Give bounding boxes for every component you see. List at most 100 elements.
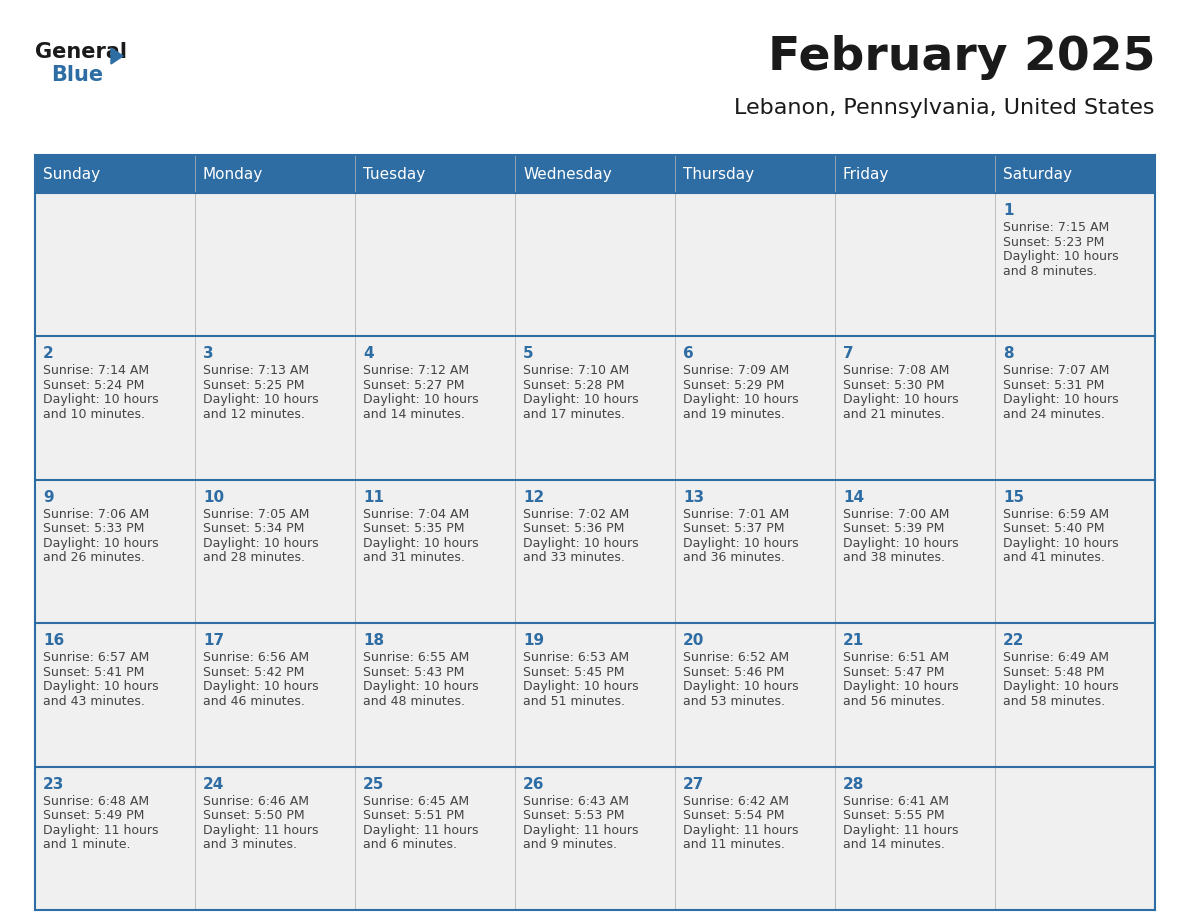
Text: Sunrise: 6:42 AM: Sunrise: 6:42 AM (683, 795, 789, 808)
Text: Daylight: 10 hours: Daylight: 10 hours (1003, 537, 1119, 550)
Bar (355, 767, 516, 910)
Bar (34, 336, 195, 480)
Text: 10: 10 (203, 490, 225, 505)
Bar (835, 193, 996, 336)
Text: Sunrise: 7:12 AM: Sunrise: 7:12 AM (364, 364, 469, 377)
Bar (996, 193, 1155, 336)
Text: 4: 4 (364, 346, 373, 362)
Text: Sunset: 5:35 PM: Sunset: 5:35 PM (364, 522, 465, 535)
Bar (675, 623, 835, 767)
Text: Daylight: 10 hours: Daylight: 10 hours (43, 537, 159, 550)
Text: Sunset: 5:37 PM: Sunset: 5:37 PM (683, 522, 784, 535)
Bar (195, 767, 355, 910)
Bar (516, 155, 675, 193)
Text: 24: 24 (203, 777, 225, 791)
Text: Daylight: 11 hours: Daylight: 11 hours (683, 823, 798, 836)
Text: Sunrise: 6:57 AM: Sunrise: 6:57 AM (43, 651, 150, 665)
Text: Daylight: 10 hours: Daylight: 10 hours (203, 394, 318, 407)
Bar (355, 336, 516, 480)
Text: 26: 26 (523, 777, 544, 791)
Text: Sunrise: 7:13 AM: Sunrise: 7:13 AM (203, 364, 309, 377)
Text: and 43 minutes.: and 43 minutes. (43, 695, 145, 708)
Text: and 51 minutes.: and 51 minutes. (523, 695, 625, 708)
Text: Daylight: 10 hours: Daylight: 10 hours (203, 680, 318, 693)
Text: Sunset: 5:27 PM: Sunset: 5:27 PM (364, 379, 465, 392)
Bar (996, 480, 1155, 623)
Polygon shape (110, 48, 124, 64)
Bar (835, 155, 996, 193)
Text: Sunrise: 7:01 AM: Sunrise: 7:01 AM (683, 508, 789, 521)
Text: 9: 9 (43, 490, 53, 505)
Text: 8: 8 (1003, 346, 1013, 362)
Text: and 31 minutes.: and 31 minutes. (364, 552, 465, 565)
Text: 23: 23 (43, 777, 64, 791)
Text: 22: 22 (1003, 633, 1024, 648)
Text: Monday: Monday (203, 166, 264, 182)
Bar (516, 193, 675, 336)
Text: Sunrise: 6:43 AM: Sunrise: 6:43 AM (523, 795, 628, 808)
Text: Daylight: 10 hours: Daylight: 10 hours (843, 394, 959, 407)
Text: Sunrise: 6:53 AM: Sunrise: 6:53 AM (523, 651, 630, 665)
Text: February 2025: February 2025 (767, 36, 1155, 81)
Text: Sunrise: 7:09 AM: Sunrise: 7:09 AM (683, 364, 789, 377)
Text: Sunset: 5:39 PM: Sunset: 5:39 PM (843, 522, 944, 535)
Text: 2: 2 (43, 346, 53, 362)
Bar (355, 623, 516, 767)
Text: Sunrise: 7:08 AM: Sunrise: 7:08 AM (843, 364, 949, 377)
Text: and 38 minutes.: and 38 minutes. (843, 552, 944, 565)
Text: Sunset: 5:48 PM: Sunset: 5:48 PM (1003, 666, 1105, 678)
Text: 3: 3 (203, 346, 214, 362)
Text: and 41 minutes.: and 41 minutes. (1003, 552, 1105, 565)
Bar (675, 155, 835, 193)
Text: and 46 minutes.: and 46 minutes. (203, 695, 305, 708)
Text: Daylight: 10 hours: Daylight: 10 hours (683, 537, 798, 550)
Text: and 14 minutes.: and 14 minutes. (843, 838, 944, 851)
Bar (675, 336, 835, 480)
Text: Daylight: 10 hours: Daylight: 10 hours (364, 680, 479, 693)
Text: and 12 minutes.: and 12 minutes. (203, 408, 305, 421)
Text: and 19 minutes.: and 19 minutes. (683, 408, 785, 421)
Text: Thursday: Thursday (683, 166, 754, 182)
Text: Daylight: 10 hours: Daylight: 10 hours (43, 680, 159, 693)
Text: 16: 16 (43, 633, 64, 648)
Text: Friday: Friday (843, 166, 890, 182)
Text: Sunrise: 6:46 AM: Sunrise: 6:46 AM (203, 795, 309, 808)
Text: 11: 11 (364, 490, 384, 505)
Text: Blue: Blue (51, 65, 103, 85)
Text: Wednesday: Wednesday (523, 166, 612, 182)
Text: 15: 15 (1003, 490, 1024, 505)
Text: and 11 minutes.: and 11 minutes. (683, 838, 785, 851)
Text: and 8 minutes.: and 8 minutes. (1003, 264, 1098, 277)
Text: Saturday: Saturday (1003, 166, 1072, 182)
Text: Sunrise: 7:15 AM: Sunrise: 7:15 AM (1003, 221, 1110, 234)
Text: 20: 20 (683, 633, 704, 648)
Text: Sunrise: 7:06 AM: Sunrise: 7:06 AM (43, 508, 150, 521)
Text: and 17 minutes.: and 17 minutes. (523, 408, 625, 421)
Text: 17: 17 (203, 633, 225, 648)
Text: Sunrise: 7:14 AM: Sunrise: 7:14 AM (43, 364, 150, 377)
Text: Daylight: 10 hours: Daylight: 10 hours (843, 680, 959, 693)
Text: Sunrise: 6:41 AM: Sunrise: 6:41 AM (843, 795, 949, 808)
Text: Daylight: 10 hours: Daylight: 10 hours (523, 537, 639, 550)
Text: Sunrise: 7:04 AM: Sunrise: 7:04 AM (364, 508, 469, 521)
Bar (516, 767, 675, 910)
Text: Sunset: 5:25 PM: Sunset: 5:25 PM (203, 379, 304, 392)
Bar (355, 155, 516, 193)
Text: and 33 minutes.: and 33 minutes. (523, 552, 625, 565)
Text: Sunset: 5:28 PM: Sunset: 5:28 PM (523, 379, 625, 392)
Text: 19: 19 (523, 633, 544, 648)
Text: Sunrise: 6:59 AM: Sunrise: 6:59 AM (1003, 508, 1110, 521)
Text: Sunset: 5:30 PM: Sunset: 5:30 PM (843, 379, 944, 392)
Text: and 10 minutes.: and 10 minutes. (43, 408, 145, 421)
Text: Sunset: 5:51 PM: Sunset: 5:51 PM (364, 809, 465, 823)
Text: and 24 minutes.: and 24 minutes. (1003, 408, 1105, 421)
Text: and 3 minutes.: and 3 minutes. (203, 838, 297, 851)
Text: Sunrise: 7:07 AM: Sunrise: 7:07 AM (1003, 364, 1110, 377)
Text: 14: 14 (843, 490, 864, 505)
Text: Daylight: 10 hours: Daylight: 10 hours (43, 394, 159, 407)
Bar (195, 193, 355, 336)
Text: 27: 27 (683, 777, 704, 791)
Bar (516, 336, 675, 480)
Text: 5: 5 (523, 346, 533, 362)
Bar (195, 155, 355, 193)
